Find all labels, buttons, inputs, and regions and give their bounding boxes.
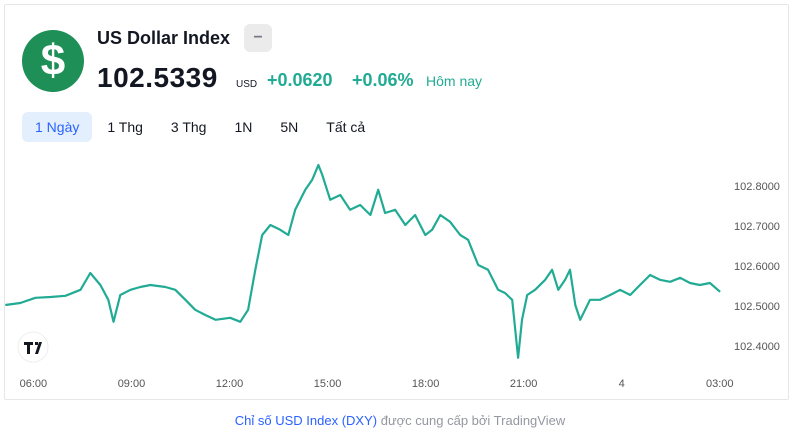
x-tick-label: 06:00 bbox=[20, 378, 48, 390]
x-tick-label: 21:00 bbox=[510, 378, 538, 390]
symbol-name[interactable]: US Dollar Index bbox=[97, 28, 231, 48]
footer-text: được cung cấp bởi TradingView bbox=[380, 413, 566, 428]
x-tick-label: 15:00 bbox=[314, 378, 342, 390]
period: Hôm nay bbox=[426, 73, 483, 89]
range-tabs: 1 Ngày 1 Thg 3 Thg 1N 5N Tất cả bbox=[22, 112, 380, 142]
y-tick-label: 102.5000 bbox=[734, 301, 780, 313]
range-tab[interactable]: 1 Ngày bbox=[22, 112, 93, 142]
status-badge: − bbox=[244, 24, 272, 52]
range-tab[interactable]: 3 Thg bbox=[170, 119, 207, 135]
x-tick-label: 12:00 bbox=[216, 378, 244, 390]
range-tab[interactable]: 1 Thg bbox=[107, 119, 143, 135]
chart: 102.4000 102.5000 102.6000 102.7000 102.8000… bbox=[5, 163, 780, 390]
y-tick-label: 102.6000 bbox=[734, 261, 780, 273]
footer: Chỉ số USD Index (DXY) được cung cấp bởi… bbox=[0, 413, 800, 428]
footer-link[interactable]: Chỉ số USD Index (DXY) bbox=[234, 413, 378, 428]
range-tab[interactable]: 1N bbox=[234, 119, 253, 135]
currency: USD bbox=[236, 79, 258, 90]
y-tick-label: 102.4000 bbox=[734, 341, 780, 353]
range-tab[interactable]: Tất cả bbox=[326, 119, 366, 135]
x-tick-label: 18:00 bbox=[412, 378, 440, 390]
x-tick-label: 4 bbox=[619, 378, 625, 390]
x-tick-label: 03:00 bbox=[706, 378, 734, 390]
tradingview-logo[interactable] bbox=[17, 331, 49, 363]
x-tick-label: 09:00 bbox=[118, 378, 146, 390]
symbol-icon: $ bbox=[22, 30, 84, 92]
change: +0.0620 bbox=[267, 70, 333, 90]
y-tick-label: 102.8000 bbox=[734, 181, 780, 193]
change-percent: +0.06% bbox=[352, 70, 414, 90]
widget-frame bbox=[4, 4, 789, 400]
range-tab[interactable]: 5N bbox=[280, 119, 299, 135]
price: 102.5339 bbox=[97, 62, 218, 93]
y-tick-label: 102.7000 bbox=[734, 221, 780, 233]
price-line bbox=[5, 163, 721, 359]
